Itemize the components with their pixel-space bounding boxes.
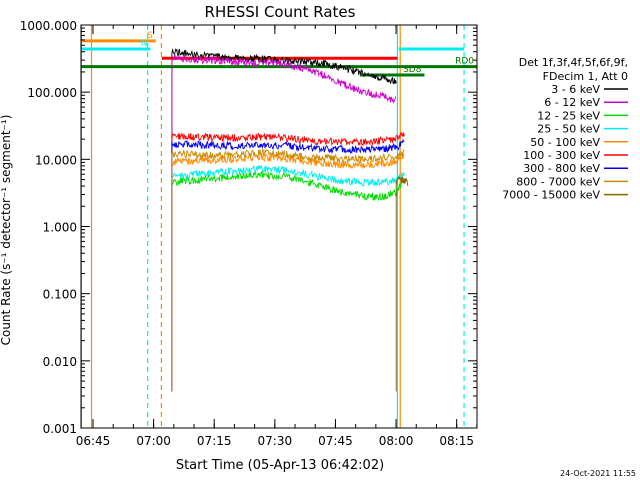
state-level-label-1: N (141, 39, 148, 49)
y-tick-label: 0.010 (43, 355, 77, 369)
y-tick-label: 0.001 (43, 422, 77, 436)
legend-label: 800 - 7000 keV (516, 175, 600, 188)
legend-label: 12 - 25 keV (537, 109, 600, 122)
legend-header: Det 1f,3f,4f,5f,6f,9f,FDecim 1, Att 0 (519, 56, 628, 83)
series-line-800-7000kev (171, 148, 405, 392)
series-line-3-6kev (171, 47, 397, 392)
x-tick-label: 08:00 (379, 434, 414, 448)
y-tick-label: 100.000 (27, 86, 77, 100)
y-tick-label: 10.000 (35, 153, 77, 167)
legend-label: 50 - 100 keV (530, 136, 600, 149)
series-line-25-50kev (171, 165, 405, 392)
legend-label: 7000 - 15000 keV (502, 189, 600, 202)
y-tick-label: 0.100 (43, 288, 77, 302)
x-axis-label: Start Time (05-Apr-13 06:42:02) (176, 458, 384, 473)
x-tick-label: 07:45 (318, 434, 353, 448)
state-level-label-4: SD8 (403, 65, 422, 75)
state-level-label-3: RD0 (455, 57, 474, 67)
series-line-6-12kev (171, 53, 397, 392)
chart-title: RHESSI Count Rates (205, 3, 356, 21)
x-tick-label: 07:00 (136, 434, 171, 448)
legend-label: 6 - 12 keV (544, 96, 600, 109)
y-axis-label: Count Rate (s⁻¹ detector⁻¹ segment⁻¹) (0, 115, 13, 346)
legend-label: 3 - 6 keV (551, 83, 600, 96)
legend-label: 25 - 50 keV (537, 123, 600, 136)
plot-frame (80, 24, 478, 429)
series-line-300-800kev (171, 138, 405, 392)
legend-header-line: Det 1f,3f,4f,5f,6f,9f, (519, 56, 628, 69)
series-line-12-25kev (171, 170, 405, 392)
series-line-50-100kev (171, 153, 405, 392)
legend-header-line: FDecim 1, Att 0 (543, 70, 628, 83)
legend-label: 100 - 300 keV (523, 149, 600, 162)
series-line-7000-15000kev (395, 176, 409, 392)
y-tick-label: 1.000 (43, 221, 77, 235)
series-line-100-300kev (171, 131, 405, 392)
state-level-label-0: S (147, 31, 153, 41)
legend-label: 300 - 800 keV (523, 162, 600, 175)
x-tick-label: 08:15 (439, 434, 474, 448)
footer-timestamp: 24-Oct-2021 11:55 (560, 469, 636, 478)
x-tick-label: 06:45 (76, 434, 111, 448)
y-tick-label: 1000.000 (20, 19, 77, 33)
x-tick-label: 07:30 (258, 434, 293, 448)
plot-area: SN RD0 SD8 0.001 0.010 0.100 1.000 10.000 100.00… (20, 19, 478, 448)
x-tick-label: 07:15 (197, 434, 232, 448)
